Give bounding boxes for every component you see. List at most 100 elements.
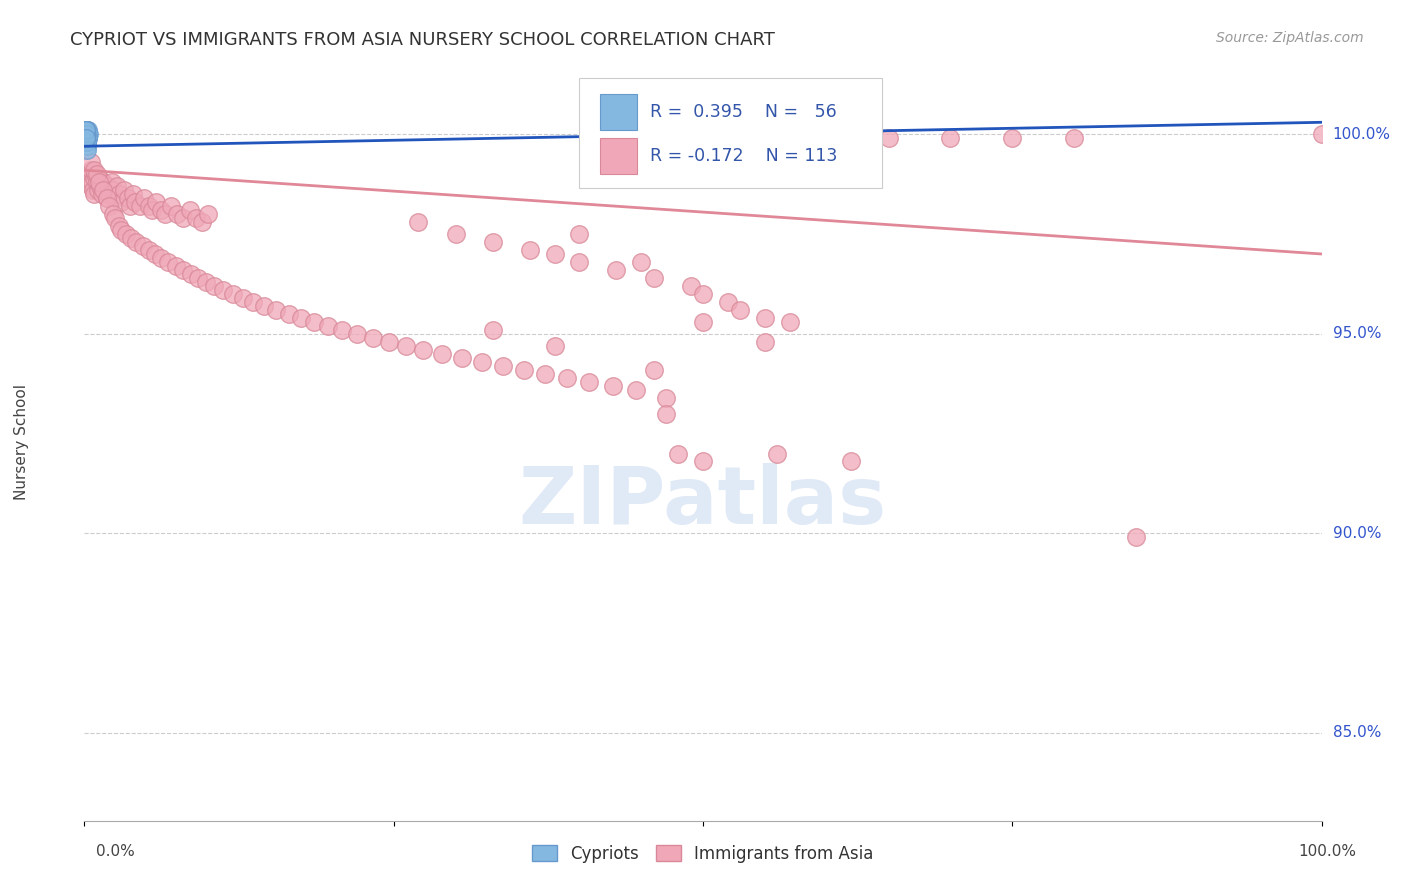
Point [131,239,153,253]
Point [79,128,101,142]
Point [76,135,98,149]
Point [643,362,665,376]
Point [346,326,368,341]
Point [692,454,714,468]
Text: Nursery School: Nursery School [14,384,30,500]
Point [512,362,534,376]
Point [87,183,110,197]
Point [361,331,384,345]
Point [138,243,160,257]
Point [330,323,353,337]
Point [76,135,98,149]
Point [543,339,565,353]
Text: ZIPatlas: ZIPatlas [519,463,887,541]
Point [75,123,97,137]
Point [117,191,139,205]
Point [568,255,591,269]
Point [79,179,101,194]
Point [430,347,453,361]
Point [110,195,132,210]
Point [75,128,97,142]
Point [841,131,863,145]
Point [316,318,339,333]
Point [1310,128,1333,142]
Point [80,175,103,189]
Text: 90.0%: 90.0% [1333,525,1381,541]
Point [76,128,98,142]
Text: Source: ZipAtlas.com: Source: ZipAtlas.com [1216,31,1364,45]
Point [766,446,789,460]
Point [86,167,108,181]
Point [643,271,665,285]
Point [108,219,131,233]
Legend: Cypriots, Immigrants from Asia: Cypriots, Immigrants from Asia [526,838,880,869]
Point [444,227,467,241]
Point [104,191,127,205]
Point [75,128,97,142]
Point [212,283,235,297]
Point [76,128,98,142]
Point [754,310,776,325]
Point [264,302,287,317]
Point [222,286,245,301]
Point [77,171,100,186]
Point [96,191,118,205]
Point [754,334,776,349]
Point [110,223,132,237]
Point [89,175,111,189]
Point [91,175,114,189]
Point [395,339,418,353]
Point [77,128,100,142]
Point [655,407,678,421]
Point [98,199,121,213]
FancyBboxPatch shape [600,137,637,174]
Point [129,199,152,213]
Point [75,123,97,137]
Point [84,167,107,181]
Point [630,255,652,269]
Point [180,267,202,281]
Point [100,175,122,189]
Point [1001,131,1024,145]
Point [412,343,434,357]
Point [543,247,565,261]
Point [132,191,155,205]
Text: R = -0.172    N = 113: R = -0.172 N = 113 [650,146,837,165]
Text: CYPRIOT VS IMMIGRANTS FROM ASIA NURSERY SCHOOL CORRELATION CHART: CYPRIOT VS IMMIGRANTS FROM ASIA NURSERY … [70,31,775,49]
Point [124,195,146,210]
Point [75,123,97,137]
FancyBboxPatch shape [579,78,883,187]
Point [101,207,124,221]
Point [194,275,217,289]
Point [75,128,97,142]
Point [76,131,98,145]
Point [172,211,194,225]
Point [82,183,104,197]
Point [655,391,678,405]
Point [377,334,399,349]
Point [75,131,97,145]
Point [75,123,97,137]
Point [165,259,187,273]
Point [75,123,97,137]
Point [105,179,128,194]
Point [160,199,183,213]
Text: R =  0.395    N =   56: R = 0.395 N = 56 [650,103,837,120]
Point [75,128,97,142]
Point [120,231,142,245]
Text: 100.0%: 100.0% [1333,127,1391,142]
Point [145,195,167,210]
Point [75,131,97,145]
Point [96,191,118,205]
Point [184,211,207,225]
Point [75,128,97,142]
Point [605,263,627,277]
Point [125,235,148,249]
Point [75,131,97,145]
Point [232,291,254,305]
Point [568,227,591,241]
Point [877,131,900,145]
Point [101,183,124,197]
Point [75,131,97,145]
Point [75,128,97,142]
